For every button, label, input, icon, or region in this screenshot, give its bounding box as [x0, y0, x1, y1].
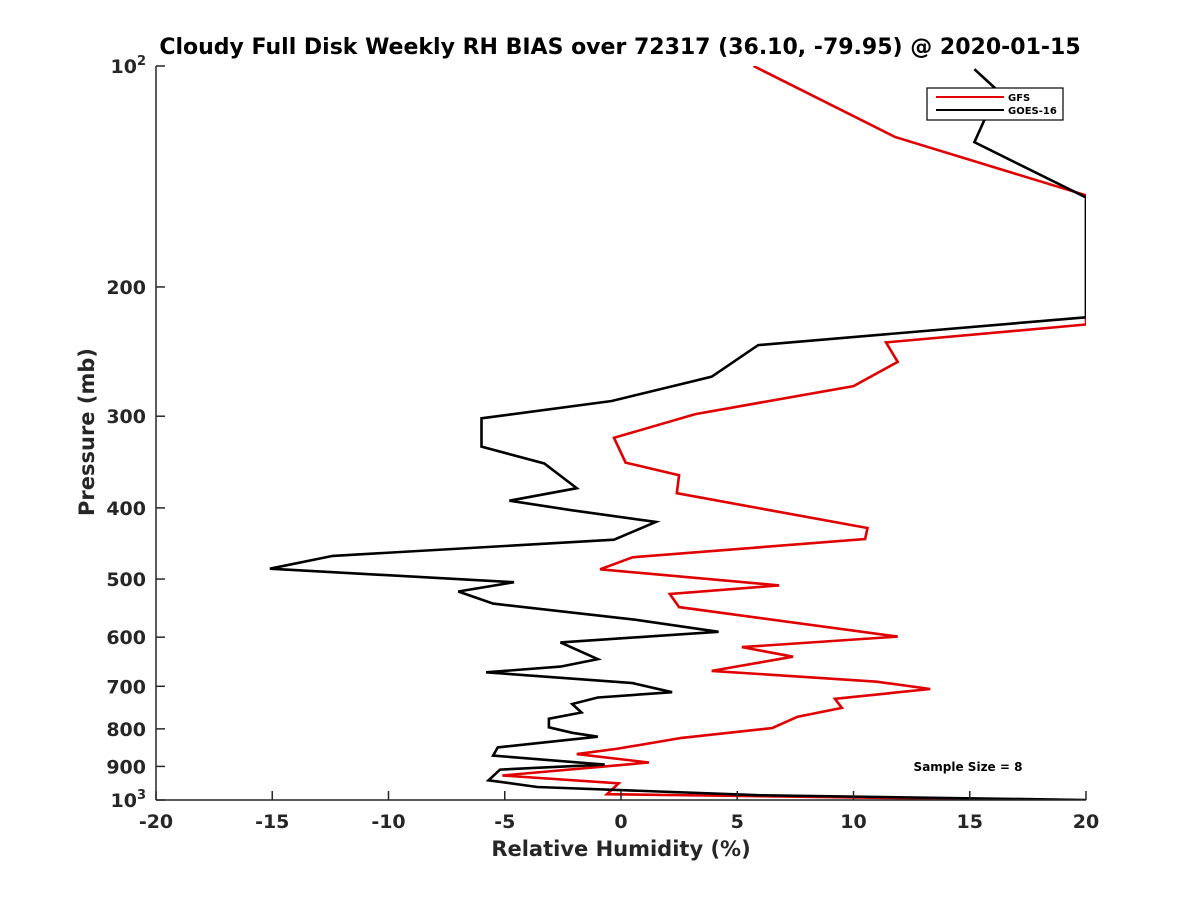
- legend-label-goes16: GOES-16: [1008, 106, 1057, 117]
- x-tick-label: -20: [139, 811, 173, 833]
- y-tick-label: 300: [106, 406, 146, 428]
- y-tick-label: 200: [106, 277, 146, 299]
- sample-size-annotation: Sample Size = 8: [914, 760, 1023, 774]
- y-tick-label: 600: [106, 627, 146, 649]
- x-tick-label: 15: [957, 811, 983, 833]
- x-axis-label: Relative Humidity (%): [491, 837, 750, 861]
- series-layer: [269, 66, 1086, 800]
- x-tick-label: 0: [614, 811, 627, 833]
- x-tick-label: -15: [255, 811, 289, 833]
- legend-box: [926, 87, 1064, 121]
- y-tick-label: 103: [111, 788, 147, 812]
- chart-title: Cloudy Full Disk Weekly RH BIAS over 723…: [159, 35, 1080, 60]
- y-tick-label: 400: [106, 498, 146, 520]
- y-tick-label: 900: [106, 756, 146, 778]
- y-tick-label: 102: [111, 54, 147, 78]
- y-tick-label: 500: [106, 569, 146, 591]
- plot-area: -20 -15 -10 -5 0 5 10 15 20 102 200 300 400 500 600 700…: [106, 54, 1099, 833]
- x-tick-label: 10: [840, 811, 866, 833]
- y-tick-label: 800: [106, 719, 146, 741]
- y-axis-label: Pressure (mb): [75, 348, 99, 516]
- x-tick-label: 20: [1073, 811, 1099, 833]
- series-line-goes16: [269, 68, 1086, 800]
- axes-layer: -20 -15 -10 -5 0 5 10 15 20 102 200 300 400 500 600 700…: [106, 54, 1099, 833]
- y-tick-label: 700: [106, 676, 146, 698]
- legend-label-gfs: GFS: [1008, 93, 1030, 104]
- x-tick-label: -5: [494, 811, 515, 833]
- legend: GFS GOES-16: [926, 87, 1064, 121]
- series-line-gfs: [502, 66, 1086, 800]
- x-tick-label: -10: [371, 811, 405, 833]
- x-tick-label: 5: [731, 811, 744, 833]
